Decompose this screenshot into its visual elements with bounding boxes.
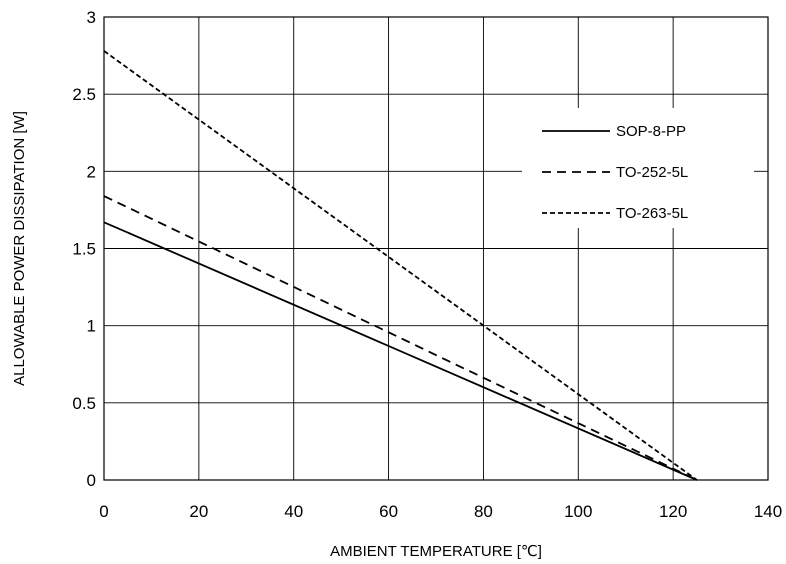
y-tick-label: 2.5 — [72, 85, 96, 104]
legend: SOP-8-PP TO-252-5L TO-263-5L — [522, 108, 754, 228]
y-tick-label: 2 — [87, 162, 96, 181]
x-tick-label: 40 — [284, 502, 303, 521]
legend-label: TO-252-5L — [616, 164, 688, 181]
x-tick-label: 100 — [564, 502, 592, 521]
y-tick-label: 1.5 — [72, 240, 96, 259]
y-tick-labels: 0 0.5 1 1.5 2 2.5 3 — [72, 8, 96, 490]
x-tick-label: 0 — [99, 502, 108, 521]
legend-label: SOP-8-PP — [616, 123, 686, 140]
series-line-to-252-5l — [104, 196, 697, 480]
x-tick-labels: 0 20 40 60 80 100 120 140 — [99, 502, 782, 521]
grid — [104, 17, 768, 480]
y-tick-label: 0.5 — [72, 394, 96, 413]
y-tick-label: 1 — [87, 317, 96, 336]
series-line-sop-8-pp — [104, 222, 697, 480]
y-axis-title: ALLOWABLE POWER DISSIPATION [W] — [11, 111, 28, 386]
legend-label: TO-263-5L — [616, 205, 688, 222]
x-tick-label: 20 — [189, 502, 208, 521]
x-tick-label: 80 — [474, 502, 493, 521]
x-tick-label: 140 — [754, 502, 782, 521]
x-tick-label: 60 — [379, 502, 398, 521]
y-tick-label: 0 — [87, 471, 96, 490]
y-tick-label: 3 — [87, 8, 96, 27]
x-tick-label: 120 — [659, 502, 687, 521]
x-axis-title: AMBIENT TEMPERATURE [℃] — [330, 543, 542, 560]
